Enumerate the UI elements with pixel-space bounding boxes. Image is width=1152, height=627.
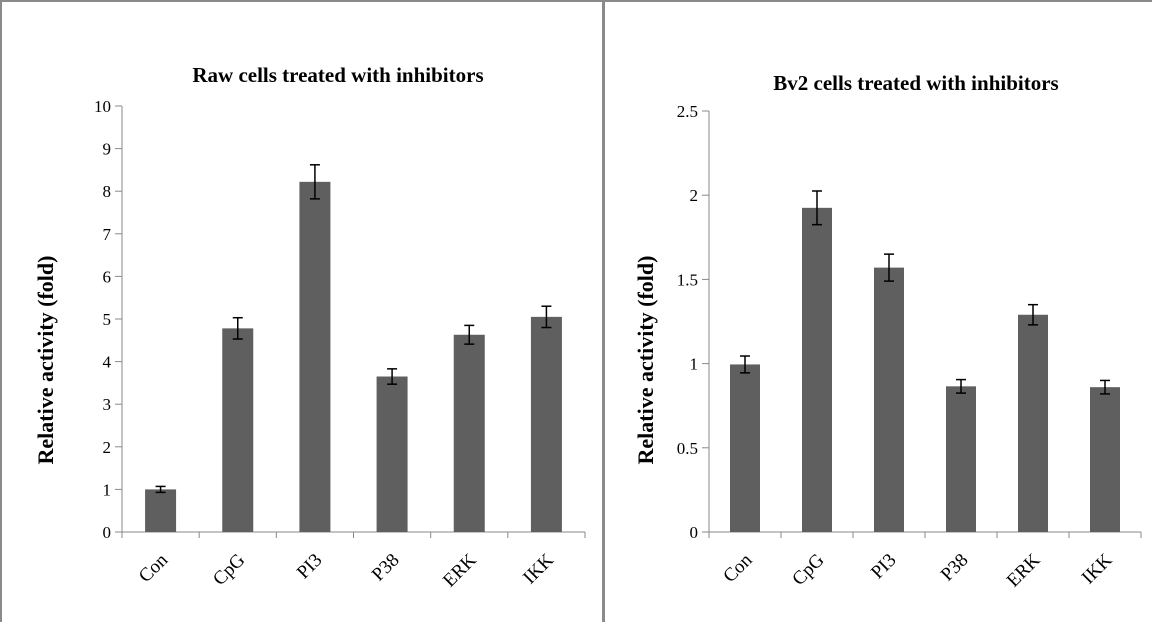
y-tick-label: 6 bbox=[103, 267, 112, 286]
bar bbox=[299, 181, 331, 532]
bar bbox=[1018, 314, 1048, 532]
y-tick-label: 9 bbox=[103, 140, 112, 159]
y-tick-label: 7 bbox=[103, 225, 112, 244]
x-tick-label: IKK bbox=[519, 549, 558, 588]
y-tick-label: 1.5 bbox=[677, 270, 698, 289]
x-tick-label: ERK bbox=[439, 549, 481, 591]
x-tick-label: ERK bbox=[1003, 549, 1045, 591]
bar bbox=[730, 364, 760, 532]
bar bbox=[946, 386, 976, 532]
bar bbox=[145, 489, 177, 532]
y-tick-label: 10 bbox=[94, 97, 111, 116]
y-tick-label: 2 bbox=[103, 438, 112, 457]
y-tick-label: 1 bbox=[690, 355, 699, 374]
y-tick-label: 0 bbox=[690, 523, 699, 542]
plot-area: 0 0.5 1 1.5 2 2.5 Con CpG PI3 P38 ERK IKK bbox=[677, 102, 1142, 591]
bar bbox=[376, 376, 408, 532]
y-tick-label: 2 bbox=[690, 186, 699, 205]
y-tick-label: 3 bbox=[103, 395, 112, 414]
y-tick-label: 1 bbox=[103, 480, 112, 499]
chart-title: Bv2 cells treated with inhibitors bbox=[773, 71, 1058, 95]
x-tick-label: Con bbox=[719, 549, 757, 587]
bar bbox=[874, 267, 904, 532]
chart-panel-raw: Raw cells treated with inhibitors Relati… bbox=[33, 63, 586, 591]
y-tick-label: 5 bbox=[103, 310, 112, 329]
y-tick-label: 0.5 bbox=[677, 439, 698, 458]
y-axis-label: Relative activity (fold) bbox=[633, 256, 658, 465]
raw-cells-chart: Raw cells treated with inhibitors Relati… bbox=[33, 63, 586, 591]
x-tick-label: IKK bbox=[1078, 549, 1117, 588]
x-tick-label: PI3 bbox=[867, 550, 901, 584]
x-tick-label: CpG bbox=[788, 549, 828, 589]
bar bbox=[222, 328, 254, 532]
x-tick-label: PI3 bbox=[293, 550, 327, 584]
x-tick-label: P38 bbox=[937, 550, 973, 586]
x-tick-label: P38 bbox=[368, 550, 404, 586]
y-tick-label: 4 bbox=[103, 353, 112, 372]
x-tick-label: Con bbox=[135, 549, 173, 587]
y-tick-label: 0 bbox=[103, 523, 112, 542]
bar bbox=[453, 334, 485, 532]
y-tick-label: 8 bbox=[103, 182, 112, 201]
bar bbox=[1090, 387, 1120, 532]
bar bbox=[802, 207, 832, 532]
bar bbox=[530, 316, 562, 532]
chart-panel-bv2: Bv2 cells treated with inhibitors Relati… bbox=[605, 0, 1152, 622]
x-tick-label: CpG bbox=[209, 549, 249, 589]
y-axis-label: Relative activity (fold) bbox=[33, 256, 58, 465]
panel-divider bbox=[602, 0, 605, 622]
plot-area: 0 1 2 3 4 5 6 7 8 9 10 Con CpG PI3 P38 ERK IKK bbox=[94, 97, 586, 591]
y-tick-label: 2.5 bbox=[677, 102, 698, 121]
chart-title: Raw cells treated with inhibitors bbox=[192, 63, 483, 87]
bv2-cells-chart: Bv2 cells treated with inhibitors Relati… bbox=[633, 71, 1142, 591]
